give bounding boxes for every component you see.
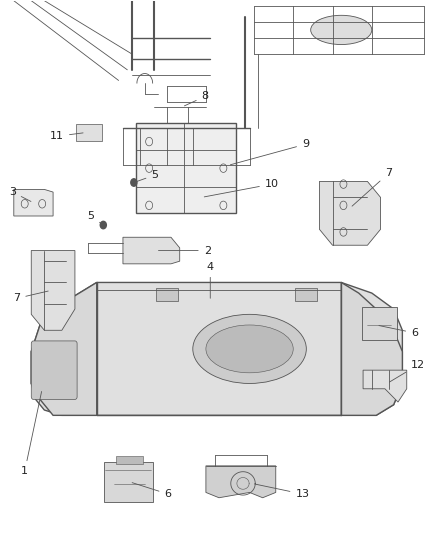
- Text: 6: 6: [379, 326, 418, 338]
- Text: 5: 5: [137, 170, 158, 182]
- FancyBboxPatch shape: [362, 308, 397, 340]
- FancyBboxPatch shape: [31, 341, 77, 399]
- Ellipse shape: [193, 314, 306, 383]
- Polygon shape: [341, 282, 403, 415]
- Polygon shape: [319, 181, 381, 245]
- Text: 7: 7: [13, 291, 48, 303]
- Text: 8: 8: [184, 91, 208, 106]
- Text: 5: 5: [88, 211, 101, 223]
- Text: 2: 2: [159, 246, 211, 255]
- Text: 11: 11: [50, 131, 83, 141]
- Polygon shape: [31, 282, 403, 415]
- Circle shape: [100, 221, 106, 229]
- Polygon shape: [14, 189, 53, 216]
- FancyBboxPatch shape: [104, 462, 152, 502]
- Text: 7: 7: [352, 168, 392, 206]
- Text: 13: 13: [254, 484, 309, 499]
- Text: 10: 10: [204, 179, 279, 197]
- Ellipse shape: [206, 325, 293, 373]
- Text: 12: 12: [389, 360, 425, 382]
- Text: 4: 4: [207, 262, 214, 298]
- FancyBboxPatch shape: [76, 124, 102, 141]
- Text: 6: 6: [132, 483, 171, 499]
- FancyBboxPatch shape: [155, 288, 177, 301]
- Text: 9: 9: [230, 139, 309, 165]
- FancyBboxPatch shape: [136, 123, 237, 213]
- Polygon shape: [363, 370, 407, 402]
- Polygon shape: [206, 466, 276, 498]
- Ellipse shape: [311, 15, 372, 45]
- Text: 3: 3: [9, 187, 31, 201]
- Polygon shape: [31, 282, 97, 415]
- FancyBboxPatch shape: [117, 456, 143, 464]
- FancyBboxPatch shape: [295, 288, 317, 301]
- Circle shape: [131, 179, 137, 186]
- Polygon shape: [123, 237, 180, 264]
- Polygon shape: [31, 251, 75, 330]
- Text: 1: 1: [21, 391, 42, 476]
